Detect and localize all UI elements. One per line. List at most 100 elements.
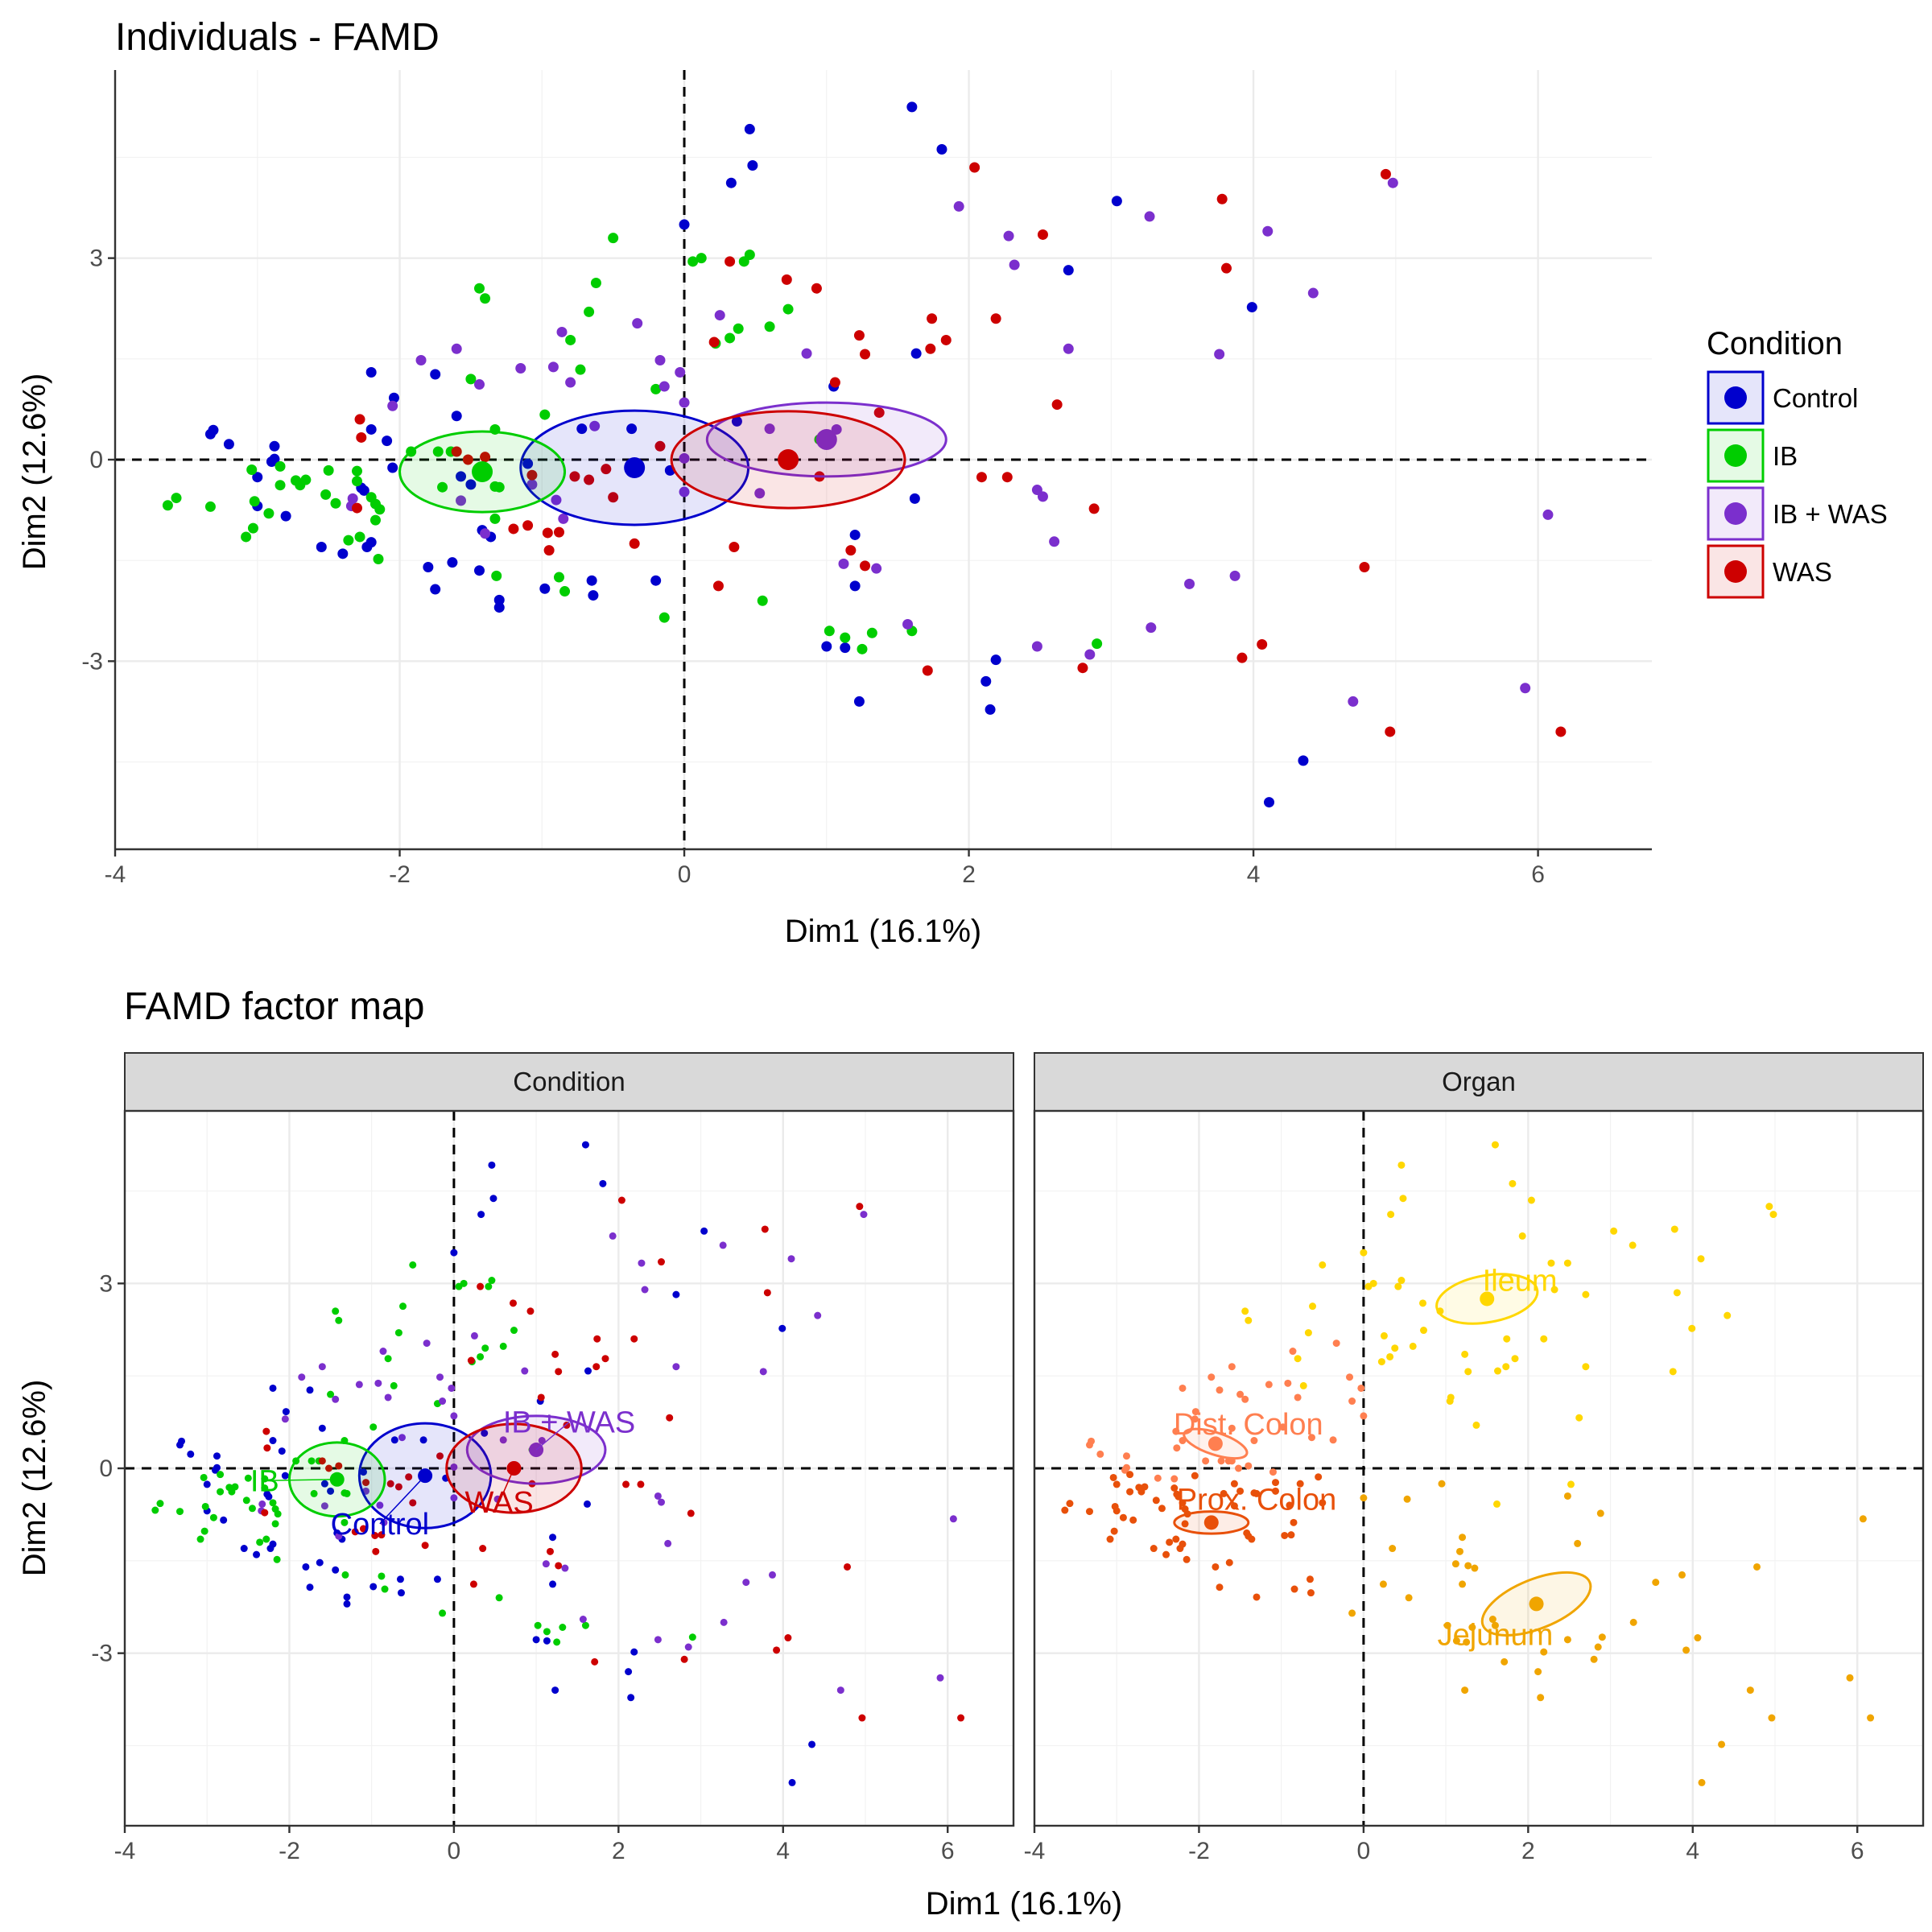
organ-facet-point-ileum: [1670, 1225, 1678, 1233]
organ-facet-point-prox-colon: [1296, 1480, 1304, 1488]
organ-facet-point-dist-colon: [1307, 1434, 1315, 1442]
organ-facet-point-jejunum: [1464, 1562, 1472, 1570]
organ-facet-point-jejunum: [1360, 1494, 1368, 1502]
organ-facet-point-jejunum: [1461, 1686, 1469, 1695]
organ-facet-point-prox-colon: [1172, 1535, 1180, 1543]
organ-facet-x-tick-label: 0: [1357, 1838, 1371, 1864]
organ-facet-point-jejunum: [1698, 1778, 1706, 1786]
condition-facet-point-control: [343, 1593, 351, 1601]
organ-facet-point-dist-colon: [1250, 1437, 1258, 1445]
condition-facet-point-ib: [460, 1279, 468, 1287]
individuals-point-ib-was: [754, 488, 766, 499]
condition-facet-point-ib: [200, 1473, 208, 1481]
organ-facet-x-tick-label: -2: [1188, 1838, 1210, 1864]
individuals-point-ib: [575, 364, 586, 375]
condition-facet-point-was: [351, 1528, 359, 1536]
individuals-point-ib-was: [1348, 696, 1359, 707]
organ-facet-point-ileum: [1769, 1211, 1777, 1219]
individuals-point-ib: [565, 334, 576, 345]
condition-facet-point-control: [282, 1408, 290, 1416]
condition-facet-point-control: [489, 1195, 497, 1203]
condition-facet-label-was: WAS: [465, 1486, 534, 1520]
individuals-point-control: [906, 101, 918, 113]
condition-facet-point-ib: [481, 1344, 489, 1352]
condition-facet-point-ib-was: [355, 1381, 363, 1389]
individuals-point-ib: [246, 464, 258, 476]
individuals-point-ib-was: [654, 354, 666, 365]
organ-facet-point-ileum: [1673, 1289, 1681, 1297]
condition-facet-point-ib-was: [542, 1560, 550, 1568]
organ-facet-point-jejunum: [1652, 1579, 1660, 1587]
condition-facet-point-control: [269, 1384, 277, 1392]
condition-facet-point-ib-was: [641, 1286, 649, 1294]
organ-facet-point-prox-colon: [1179, 1499, 1187, 1507]
condition-facet-point-ib-was: [423, 1340, 431, 1348]
individuals-point-was: [654, 440, 666, 452]
legend-label-was: WAS: [1773, 557, 1832, 587]
condition-facet-point-control: [187, 1450, 195, 1458]
condition-facet-point-was: [359, 1525, 367, 1533]
individuals-point-control: [208, 424, 219, 436]
organ-facet-point-dist-colon: [1217, 1457, 1225, 1465]
individuals-point-was: [356, 431, 367, 443]
condition-facet-point-ib-was: [657, 1498, 665, 1506]
individuals-point-was: [829, 377, 840, 388]
individuals-point-control: [223, 439, 234, 450]
individuals-point-was: [629, 538, 640, 549]
individuals-point-ib-was: [1049, 536, 1060, 547]
condition-facet-point-ib: [384, 1355, 392, 1363]
organ-facet-point-prox-colon: [1113, 1480, 1121, 1488]
condition-facet-point-control: [532, 1636, 540, 1644]
organ-facet-point-prox-colon: [1230, 1480, 1238, 1488]
individuals-point-ib-was: [1037, 491, 1048, 502]
condition-facet-point-was: [469, 1580, 477, 1588]
individuals-point-control: [588, 590, 599, 601]
individuals-centroid-ib: [472, 461, 493, 483]
organ-facet-point-jejunum: [1455, 1547, 1463, 1555]
individuals-point-ib-was: [831, 423, 842, 435]
condition-facet-point-ib-was: [638, 1259, 646, 1267]
condition-facet-point-control: [584, 1367, 592, 1375]
condition-facet-point-control: [481, 1429, 489, 1437]
condition-facet-point-ib: [217, 1471, 225, 1479]
condition-facet-point-was: [477, 1282, 485, 1290]
organ-facet-point-dist-colon: [1173, 1444, 1181, 1452]
individuals-point-ib: [465, 374, 477, 385]
organ-facet-point-dist-colon: [1228, 1424, 1236, 1432]
individuals-point-ib: [480, 293, 491, 304]
condition-facet-point-control: [419, 1436, 427, 1444]
organ-facet-point-ileum: [1610, 1227, 1618, 1235]
individuals-point-was: [1051, 399, 1063, 411]
organ-facet-point-jejunum: [1596, 1509, 1604, 1517]
legend-dot-ib-was: [1724, 502, 1747, 525]
organ-facet-centroid-ileum: [1480, 1291, 1495, 1307]
condition-facet-point-control: [220, 1516, 228, 1524]
condition-facet-y-tick-label: 3: [99, 1270, 113, 1297]
organ-facet-point-dist-colon: [1202, 1457, 1210, 1465]
individuals-point-control: [840, 642, 851, 654]
individuals-y-axis-title: Dim2 (12.6%): [17, 374, 52, 571]
condition-facet-point-was: [537, 1393, 545, 1402]
condition-facet-point-control: [178, 1437, 186, 1445]
condition-facet-point-ib-was: [814, 1311, 822, 1319]
organ-facet-point-dist-colon: [1348, 1397, 1356, 1406]
individuals-point-control: [650, 575, 662, 586]
organ-facet-point-jejunum: [1753, 1563, 1761, 1571]
organ-facet-point-jejunum: [1859, 1515, 1867, 1523]
individuals-point-was: [860, 349, 871, 360]
individuals-point-control: [679, 219, 690, 230]
organ-facet-point-ileum: [1491, 1141, 1499, 1149]
organ-facet-point-jejunum: [1451, 1560, 1459, 1568]
organ-facet-point-jejunum: [1491, 1621, 1499, 1629]
organ-facet-point-jejunum: [1488, 1616, 1496, 1624]
condition-facet-point-ib-was: [448, 1384, 456, 1392]
organ-facet-point-prox-colon: [1174, 1492, 1183, 1501]
individuals-point-control: [1111, 196, 1122, 207]
individuals-point-was: [1359, 562, 1370, 573]
condition-facet-point-control: [397, 1589, 405, 1597]
organ-facet-point-prox-colon: [1158, 1505, 1166, 1513]
condition-facet-point-ib-was: [672, 1363, 680, 1371]
condition-facet-point-control: [581, 1141, 589, 1149]
condition-facet-point-ib-was: [398, 1434, 406, 1442]
individuals-point-control: [586, 575, 597, 586]
